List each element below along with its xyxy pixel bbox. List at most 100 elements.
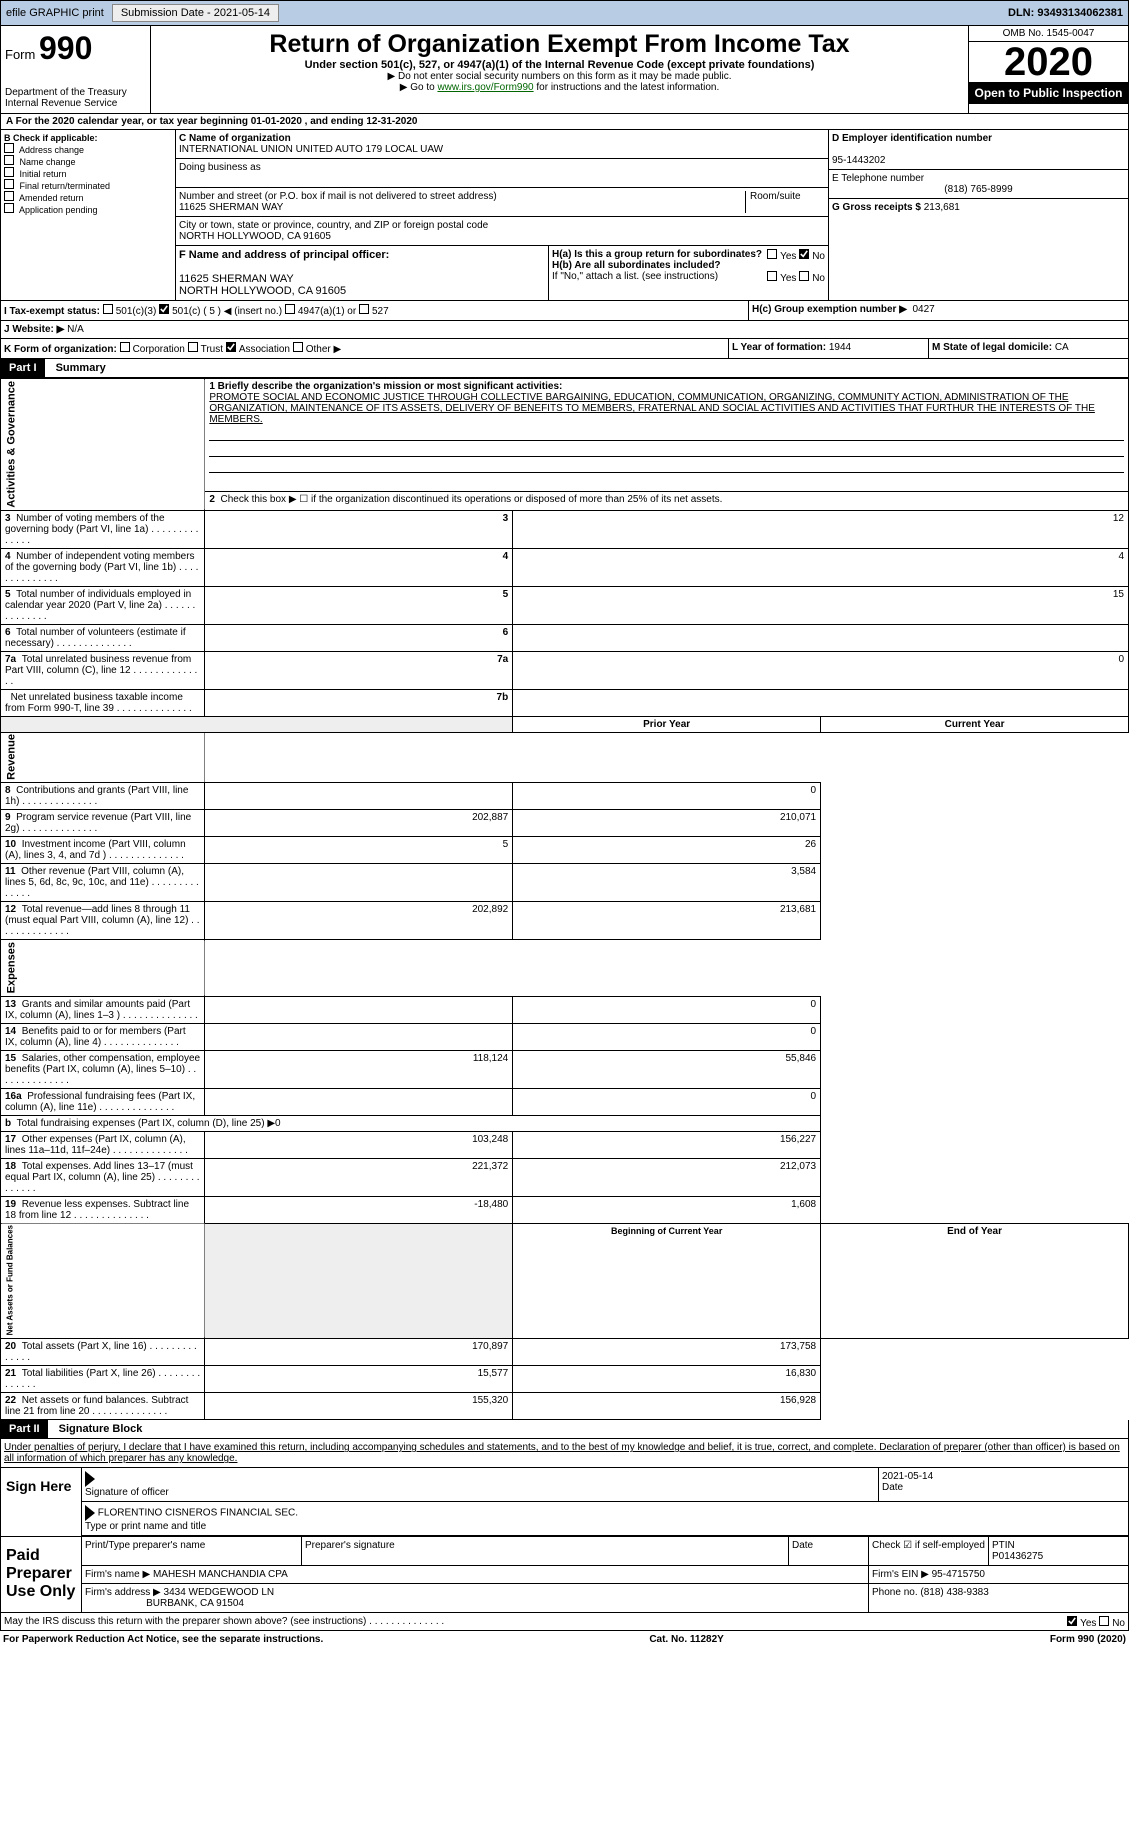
part1-bar: Part I Summary [0, 359, 1129, 378]
prep-sig-label: Preparer's signature [301, 1537, 788, 1566]
gross-receipts-val: 213,681 [924, 202, 960, 213]
perjury-text: Under penalties of perjury, I declare th… [0, 1439, 1129, 1468]
rev-side-label: Revenue [1, 732, 205, 783]
sig-officer-label: Signature of officer [85, 1487, 169, 1498]
form-instr1: ▶ Do not enter social security numbers o… [155, 71, 964, 82]
discuss-row: May the IRS discuss this return with the… [0, 1613, 1129, 1631]
efile-label: efile GRAPHIC print [6, 7, 104, 19]
d-label: D Employer identification number [832, 133, 992, 144]
b-label: B Check if applicable: [4, 133, 172, 143]
form-990-label: Form 990 [5, 30, 146, 67]
j-label: J Website: ▶ [4, 324, 64, 335]
dba-label: Doing business as [179, 162, 261, 173]
pra-notice: For Paperwork Reduction Act Notice, see … [3, 1634, 323, 1645]
part2-hdr: Part II [1, 1420, 48, 1438]
ptin-val: P01436275 [992, 1551, 1043, 1562]
line-text: Total liabilities (Part X, line 26) [22, 1368, 156, 1379]
phone-val: (818) 765-8999 [832, 184, 1125, 195]
arrow-icon [85, 1471, 95, 1487]
form990-link[interactable]: www.irs.gov/Form990 [437, 82, 533, 93]
part2-bar: Part II Signature Block [0, 1420, 1129, 1439]
b-check-item[interactable]: Initial return [4, 167, 172, 179]
type-name-label: Type or print name and title [85, 1521, 206, 1532]
prep-name-label: Print/Type preparer's name [81, 1537, 301, 1566]
m-label: M State of legal domicile: [932, 342, 1052, 353]
bcy-hdr: Beginning of Current Year [513, 1223, 821, 1338]
prep-date-label: Date [788, 1537, 868, 1566]
g-label: G Gross receipts $ [832, 202, 921, 213]
firm-ein: 95-4715750 [932, 1569, 985, 1580]
header-section-abcdefg: B Check if applicable: Address change Na… [0, 130, 1129, 301]
f-label: F Name and address of principal officer: [179, 249, 389, 261]
sign-here-label: Sign Here [1, 1468, 81, 1536]
b-check-item[interactable]: Application pending [4, 203, 172, 215]
submission-date-button[interactable]: Submission Date - 2021-05-14 [112, 4, 279, 22]
phone-label: Phone no. [872, 1587, 918, 1598]
row-i: I Tax-exempt status: 501(c)(3) 501(c) ( … [0, 301, 1129, 321]
cy-hdr: Current Year [821, 716, 1129, 732]
line-text: Number of independent voting members of … [5, 551, 195, 573]
mission-label: 1 Briefly describe the organization's mi… [209, 381, 562, 392]
b-check-item[interactable]: Amended return [4, 191, 172, 203]
summary-table: Activities & Governance 1 Briefly descri… [0, 378, 1129, 1420]
row-k: K Form of organization: Corporation Trus… [0, 339, 1129, 359]
footer: For Paperwork Reduction Act Notice, see … [0, 1631, 1129, 1648]
check-if-label: Check ☑ if self-employed [868, 1537, 988, 1566]
b-check-item[interactable]: Name change [4, 155, 172, 167]
mission-text: PROMOTE SOCIAL AND ECONOMIC JUSTICE THRO… [209, 392, 1095, 425]
top-bar: efile GRAPHIC print Submission Date - 20… [0, 0, 1129, 26]
l-label: L Year of formation: [732, 342, 826, 353]
period-bar: A For the 2020 calendar year, or tax yea… [0, 114, 1129, 130]
firm-name-label: Firm's name ▶ [85, 1569, 150, 1580]
officer-name: FLORENTINO CISNEROS FINANCIAL SEC. [98, 1508, 298, 1519]
firm-name: MAHESH MANCHANDIA CPA [153, 1569, 288, 1580]
tax-year: 2020 [969, 42, 1128, 82]
hc-val: 0427 [912, 304, 934, 315]
paid-preparer-section: Paid Preparer Use Only Print/Type prepar… [0, 1537, 1129, 1613]
ptin-label: PTIN [992, 1540, 1015, 1551]
website-val: N/A [67, 324, 84, 335]
addr-label: Number and street (or P.O. box if mail i… [179, 191, 497, 202]
part1-title: Summary [48, 359, 114, 377]
open-public-label: Open to Public Inspection [969, 82, 1128, 104]
col-c: C Name of organizationINTERNATIONAL UNIO… [176, 130, 828, 300]
room-label: Room/suite [745, 191, 825, 213]
eoy-hdr: End of Year [821, 1223, 1129, 1338]
city-val: NORTH HOLLYWOOD, CA 91605 [179, 231, 331, 242]
form-ref: Form 990 (2020) [1050, 1634, 1126, 1645]
line-text: Salaries, other compensation, employee b… [5, 1053, 200, 1075]
date-label: Date [882, 1482, 903, 1493]
form-instr2: ▶ Go to www.irs.gov/Form990 for instruct… [155, 82, 964, 93]
arrow-icon [85, 1505, 95, 1521]
b-check-item[interactable]: Address change [4, 143, 172, 155]
l-val: 1944 [829, 342, 851, 353]
exp-side-label: Expenses [1, 940, 205, 996]
b-check-item[interactable]: Final return/terminated [4, 179, 172, 191]
irs-label: Internal Revenue Service [5, 98, 146, 109]
col-d: D Employer identification number 95-14432… [828, 130, 1128, 300]
row-j: J Website: ▶ N/A [0, 321, 1129, 339]
dept-label: Department of the Treasury [5, 87, 146, 98]
form-header: Form 990 Department of the Treasury Inte… [0, 26, 1129, 114]
ein-val: 95-1443202 [832, 155, 885, 166]
sig-date-val: 2021-05-14 [882, 1471, 933, 1482]
cat-no: Cat. No. 11282Y [649, 1634, 723, 1645]
org-name: INTERNATIONAL UNION UNITED AUTO 179 LOCA… [179, 144, 443, 155]
dln-label: DLN: 93493134062381 [1008, 7, 1123, 19]
firm-addr: 3434 WEDGEWOOD LN [164, 1587, 275, 1598]
py-hdr: Prior Year [513, 716, 821, 732]
e-label: E Telephone number [832, 173, 924, 184]
sign-here-section: Sign Here Signature of officer 2021-05-1… [0, 1468, 1129, 1537]
c-name-label: C Name of organization [179, 133, 291, 144]
m-val: CA [1055, 342, 1069, 353]
line2: Check this box ▶ ☐ if the organization d… [220, 494, 722, 505]
ha-label: H(a) Is this a group return for subordin… [552, 249, 825, 260]
part1-hdr: Part I [1, 359, 45, 377]
part2-title: Signature Block [51, 1420, 151, 1438]
f-addr2: NORTH HOLLYWOOD, CA 91605 [179, 285, 346, 297]
gov-side-label: Activities & Governance [1, 379, 205, 511]
line-text: Number of voting members of the governin… [5, 513, 165, 535]
k-label: K Form of organization: [4, 344, 117, 355]
line-text: Total revenue—add lines 8 through 11 (mu… [5, 904, 190, 926]
f-addr1: 11625 SHERMAN WAY [179, 273, 294, 285]
